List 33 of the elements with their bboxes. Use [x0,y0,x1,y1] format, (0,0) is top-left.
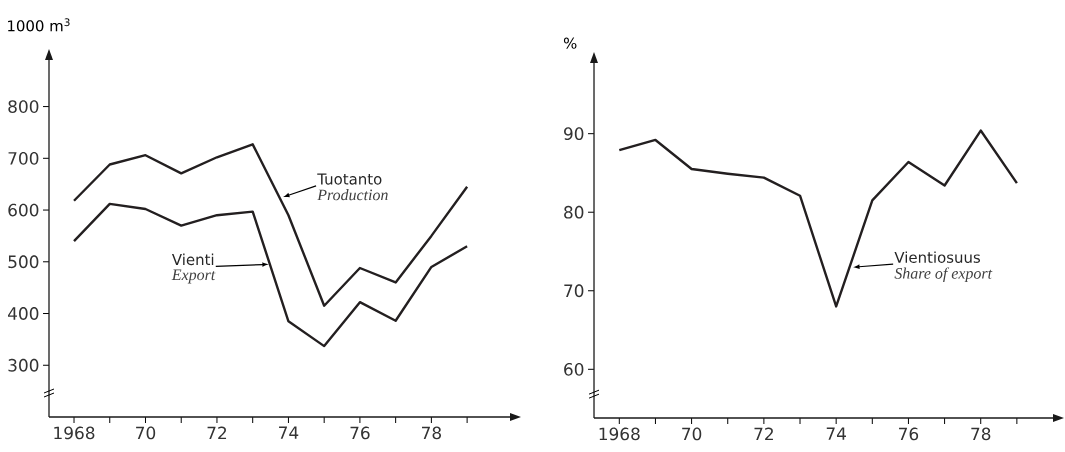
y-tick-label: 80 [564,205,584,219]
line-series [72,202,469,348]
y-tick-label: 60 [564,362,584,376]
x-tick-label: 70 [136,426,156,440]
y-tick-label: 600 [8,203,39,217]
y-tick-label: 800 [8,100,39,113]
x-tick-label: 78 [971,427,991,441]
y-tick-label: 400 [8,307,39,320]
annotation: Production [317,189,388,201]
annotation: Vientiosuus [894,251,981,263]
x-tick-label: 74 [279,426,299,439]
x-tick-label: 1968 [54,426,95,440]
x-tick-label: 72 [207,426,227,440]
line-series [618,129,1019,308]
x-tick-label: 74 [826,427,846,440]
x-tick-label: 72 [754,427,773,441]
y-tick-label: 700 [8,151,39,165]
y-tick-label: 500 [8,255,39,269]
y-axis-title: 1000 m$^{3}$ [8,18,70,32]
x-tick-label: 70 [682,427,702,441]
x-tick-label: 78 [422,426,442,440]
x-tick-label: 76 [899,427,919,441]
y-axis-title: % [563,37,577,49]
y-tick-label: 90 [564,127,584,141]
annotation: Export [171,269,216,284]
annotation: Share of export [894,267,993,282]
y-tick-label: 300 [8,358,39,372]
annotation: Tuotanto [317,173,382,185]
y-tick-label: 70 [564,284,584,298]
x-tick-label: 1968 [599,427,640,441]
x-tick-label: 76 [350,426,370,440]
annotation: Vienti [171,253,214,266]
line-series [72,143,469,307]
